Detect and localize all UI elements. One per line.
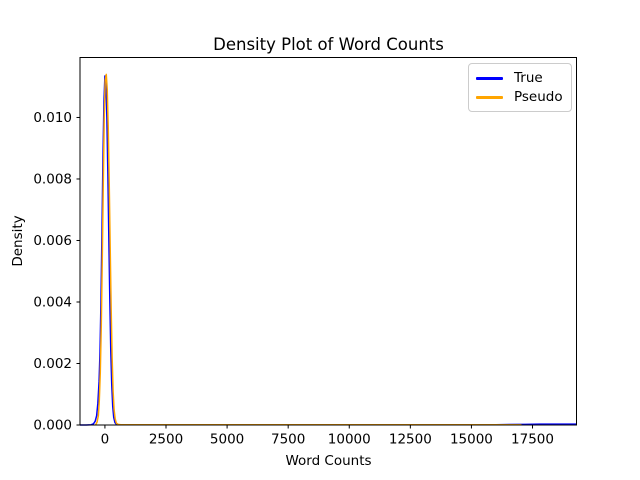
y-tick-label: 0.000: [33, 418, 72, 434]
y-tick-label: 0.004: [33, 295, 72, 311]
x-tick-label: 0: [101, 432, 110, 448]
x-tick-label: 17500: [511, 432, 554, 448]
y-axis-label: Density: [10, 215, 26, 267]
x-tick-label: 7500: [271, 432, 305, 448]
legend-label-true: True: [514, 70, 543, 86]
legend-line-sample-pseudo: [476, 95, 503, 99]
chart-title: Density Plot of Word Counts: [213, 35, 444, 54]
y-tick-label: 0.006: [33, 233, 72, 249]
legend-item-true: True: [476, 71, 564, 85]
series-line-pseudo: [94, 73, 522, 426]
x-tick-label: 2500: [149, 432, 183, 448]
y-tick-label: 0.002: [33, 356, 72, 372]
series-line-true: [80, 75, 577, 426]
x-axis-label: Word Counts: [285, 453, 372, 469]
x-tick-label: 12500: [389, 432, 432, 448]
legend: True Pseudo: [468, 63, 572, 112]
x-tick-label: 10000: [328, 432, 371, 448]
x-tick-label: 15000: [450, 432, 493, 448]
y-tick-label: 0.008: [33, 172, 72, 188]
axes-frame: [79, 57, 577, 426]
legend-item-pseudo: Pseudo: [476, 90, 564, 104]
y-tick-label: 0.010: [33, 110, 72, 126]
legend-label-pseudo: Pseudo: [514, 89, 563, 105]
legend-line-sample-true: [476, 76, 503, 80]
x-tick-label: 5000: [210, 432, 244, 448]
